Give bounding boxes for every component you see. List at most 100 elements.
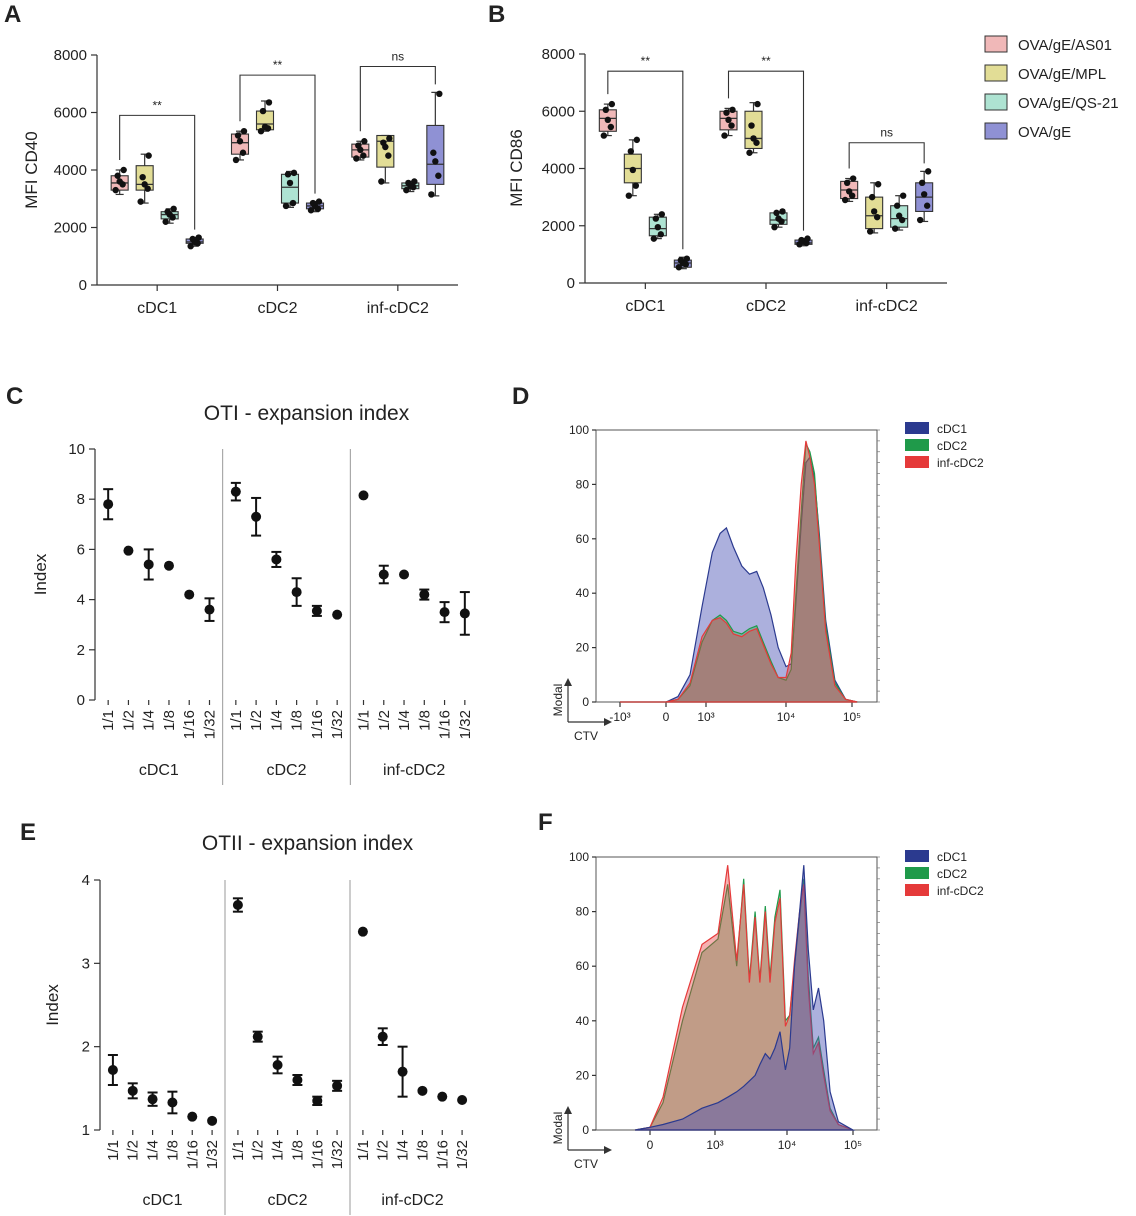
data-point [677,256,685,264]
data-point [195,234,202,241]
x-tick-label: 1/8 [416,710,433,731]
significance-label: ** [152,98,162,112]
y-tick-label: 2 [82,1039,90,1056]
group-label: cDC2 [267,1192,307,1209]
y-tick-label: 100 [569,850,589,864]
y-tick-label: 20 [576,1068,590,1082]
data-point [654,223,662,231]
mean-point [187,1111,198,1122]
legend-swatch-cdc1 [905,422,929,434]
group-label: inf-cDC2 [381,1192,443,1209]
ctv-arrow-head [604,1146,612,1154]
data-point [658,211,666,218]
x-tick-label: 1/32 [201,710,218,739]
mean-point [397,1066,408,1077]
data-point [633,136,641,144]
mean-point [439,607,450,618]
data-point [608,100,616,108]
data-point [750,135,757,142]
data-point [261,123,269,131]
data-point [773,209,780,217]
legend-label: OVA/gE/QS-21 [1018,95,1119,112]
y-axis-title: Modal [551,684,565,717]
y-tick-label: 3 [82,955,90,972]
mean-point [358,490,369,501]
y-tick-label: 2 [77,642,85,659]
y-tick-label: 80 [576,477,590,491]
x-tick-label: 1/32 [454,1140,471,1169]
panel-f-histogram: 0 20 40 60 80 100 0 10³ 10⁴ 10⁵ Modal CTV cDC1 cDC2 in… [551,850,984,1171]
y-tick-label: 6 [77,541,85,558]
significance-bracket [119,114,196,230]
mean-point [232,900,243,910]
data-point [360,152,367,159]
significance-label: ** [641,54,651,68]
data-point [139,173,146,181]
y-tick-label: 80 [576,905,590,919]
data-point [189,235,196,243]
mean-point [332,609,343,620]
data-point [891,225,899,232]
data-point [893,202,901,209]
panel-label-c: C [6,383,23,410]
y-tick-label: 0 [582,695,589,709]
y-tick-label: 60 [576,532,590,546]
data-point [428,191,435,198]
y-tick-label: 1 [82,1122,90,1139]
legend-label: OVA/gE [1018,124,1071,141]
mean-point [207,1115,218,1126]
y-axis-title: Index [31,553,50,595]
x-tick-label: 10³ [697,710,714,724]
x-axis-title: CTV [574,729,598,743]
data-point [657,231,665,238]
group-label: inf-cDC2 [383,762,445,779]
y-tick-label: 4 [77,592,85,609]
y-tick-label: 40 [576,1014,590,1028]
data-point [164,208,171,215]
mean-point [127,1085,138,1096]
histogram-cdc2 [620,441,858,703]
data-point [625,192,633,199]
data-point [604,116,612,124]
data-point [120,166,127,174]
legend-label: cDC2 [937,439,967,453]
histogram-inf-cdc2 [634,865,854,1131]
mean-point [123,545,134,556]
x-tick-label: 1/16 [434,1140,451,1169]
mean-point [292,1075,303,1085]
data-point [355,142,362,149]
data-point [779,208,786,215]
y-tick-label: 0 [79,277,87,294]
mean-point [357,926,368,937]
y-tick-label: 0 [77,692,85,709]
data-point [315,198,323,205]
histogram-cdc1 [620,455,858,703]
data-point [378,178,385,185]
mean-point [147,1094,158,1105]
y-axis-title: MFI CD86 [507,129,526,206]
x-tick-label: 1/2 [250,1140,267,1161]
data-point [895,212,903,219]
mean-point [204,604,215,615]
x-tick-label: 1/8 [414,1140,431,1161]
data-point [924,168,932,175]
x-tick-label: 10⁵ [843,710,861,724]
y-axis-title: Index [43,984,62,1026]
data-point [627,148,635,155]
y-tick-label: 6000 [542,103,575,120]
y-axis-title: Modal [551,1112,565,1145]
x-tick-label: 1/32 [329,1140,346,1169]
data-point [775,215,782,222]
y-axis-title: MFI CD40 [22,131,41,208]
legend-swatch-cdc1 [905,850,929,862]
data-point [600,132,608,139]
data-point [116,178,123,185]
data-point [141,181,148,188]
x-tick-label: 0 [663,710,670,724]
group-label: cDC1 [139,762,179,779]
data-point [236,138,244,145]
y-tick-label: 4 [82,872,90,889]
data-point [435,172,442,179]
mean-point [419,589,430,600]
y-tick-label: 100 [569,423,589,437]
